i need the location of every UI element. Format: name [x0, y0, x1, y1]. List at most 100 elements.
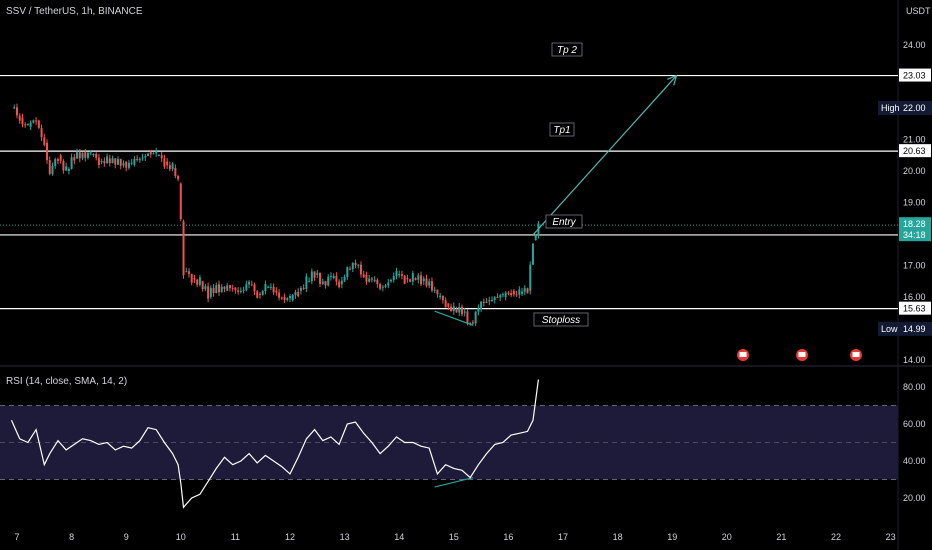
candle-body — [392, 276, 395, 281]
candle-body — [29, 122, 32, 127]
candle-body — [280, 297, 283, 299]
candle-body — [286, 298, 289, 300]
candle-body — [190, 273, 193, 283]
candle-body — [228, 285, 231, 288]
level-label: Entry — [552, 217, 576, 228]
candle-body — [179, 183, 182, 220]
alert-icon[interactable] — [850, 349, 862, 361]
candle-body — [163, 158, 166, 167]
candle-body — [234, 287, 237, 291]
candle-body — [149, 152, 152, 155]
candle-body — [430, 281, 433, 291]
candle-body — [239, 291, 242, 293]
candle-body — [403, 275, 406, 284]
time-tick-label: 7 — [14, 532, 19, 542]
candle-body — [106, 156, 109, 164]
candle-body — [119, 158, 122, 166]
candle-body — [226, 285, 229, 291]
candle-body — [174, 167, 177, 177]
time-tick-label: 20 — [722, 532, 732, 542]
candle-body — [346, 267, 349, 277]
candle-body — [40, 127, 43, 138]
candle-body — [65, 166, 68, 171]
candle-body — [18, 115, 21, 121]
candle-body — [155, 151, 158, 154]
alert-icon-flag — [739, 352, 747, 357]
candle-body — [26, 124, 29, 126]
candle-body — [185, 271, 188, 273]
candle-body — [428, 281, 431, 286]
candle-body — [444, 300, 447, 308]
candle-body — [253, 284, 256, 292]
time-tick-label: 21 — [776, 532, 786, 542]
candle-body — [111, 158, 114, 164]
candle-body — [357, 264, 360, 266]
time-tick-label: 11 — [231, 532, 240, 542]
rsi-legend[interactable]: RSI (14, close, SMA, 14, 2) — [6, 376, 128, 387]
time-tick-label: 15 — [449, 532, 459, 542]
candle-body — [433, 289, 436, 291]
candle-body — [488, 300, 491, 302]
candle-body — [515, 294, 518, 296]
candle-body — [343, 276, 346, 281]
candle-body — [376, 279, 379, 285]
candle-body — [196, 279, 199, 285]
rsi-series-line — [10, 379, 539, 509]
candle-body — [204, 286, 207, 290]
candle-body — [95, 154, 98, 158]
alert-icon[interactable] — [796, 349, 808, 361]
candle-body — [92, 154, 95, 156]
candle-body — [441, 295, 444, 301]
candle-body — [62, 160, 65, 171]
candle-body — [359, 264, 362, 275]
candle-body — [439, 295, 442, 297]
level-label: Stoploss — [542, 315, 580, 326]
candle-body — [81, 152, 84, 159]
candle-body — [425, 278, 428, 286]
high-badge — [878, 101, 932, 115]
rsi-divergence-line — [434, 477, 474, 488]
candle-body — [414, 278, 417, 280]
candle-body — [272, 286, 275, 293]
candle-body — [160, 155, 163, 159]
candle-body — [48, 160, 51, 174]
time-tick-label: 14 — [394, 532, 404, 542]
candle-body — [84, 152, 87, 158]
candle-body — [452, 306, 455, 312]
candle-body — [54, 159, 57, 167]
level-price-value: 23.03 — [903, 71, 926, 81]
candle-body — [518, 289, 521, 295]
candle-body — [218, 284, 221, 293]
candle-body — [362, 274, 365, 278]
candle-body — [35, 120, 38, 122]
candle-body — [283, 297, 286, 300]
rsi-tick-label: 80.00 — [903, 382, 926, 392]
alert-icon-flag — [852, 352, 860, 357]
current-price-badge — [899, 217, 931, 242]
low-badge — [878, 321, 932, 336]
candle-body — [168, 165, 171, 170]
symbol-legend[interactable]: SSV / TetherUS, 1h, BINANCE — [6, 6, 143, 17]
candle-body — [136, 158, 139, 160]
candle-body — [89, 152, 92, 154]
candle-body — [231, 287, 234, 290]
candle-body — [166, 161, 169, 166]
candle-body — [289, 295, 291, 299]
candle-body — [491, 299, 494, 302]
candle-body — [207, 286, 210, 299]
candle-body — [212, 287, 215, 293]
candle-body — [332, 276, 335, 279]
candle-body — [493, 297, 496, 300]
alert-icon[interactable] — [737, 349, 749, 361]
candle-body — [387, 282, 390, 286]
candle-body — [504, 292, 507, 297]
alert-icon-flag — [798, 352, 806, 357]
candle-body — [114, 158, 117, 165]
price-tick-label: 21.00 — [903, 135, 926, 145]
time-tick-label: 13 — [340, 532, 350, 542]
time-tick-label: 12 — [285, 532, 295, 542]
level-label-box — [551, 42, 583, 57]
candle-body — [379, 284, 382, 289]
candle-body — [466, 311, 469, 324]
